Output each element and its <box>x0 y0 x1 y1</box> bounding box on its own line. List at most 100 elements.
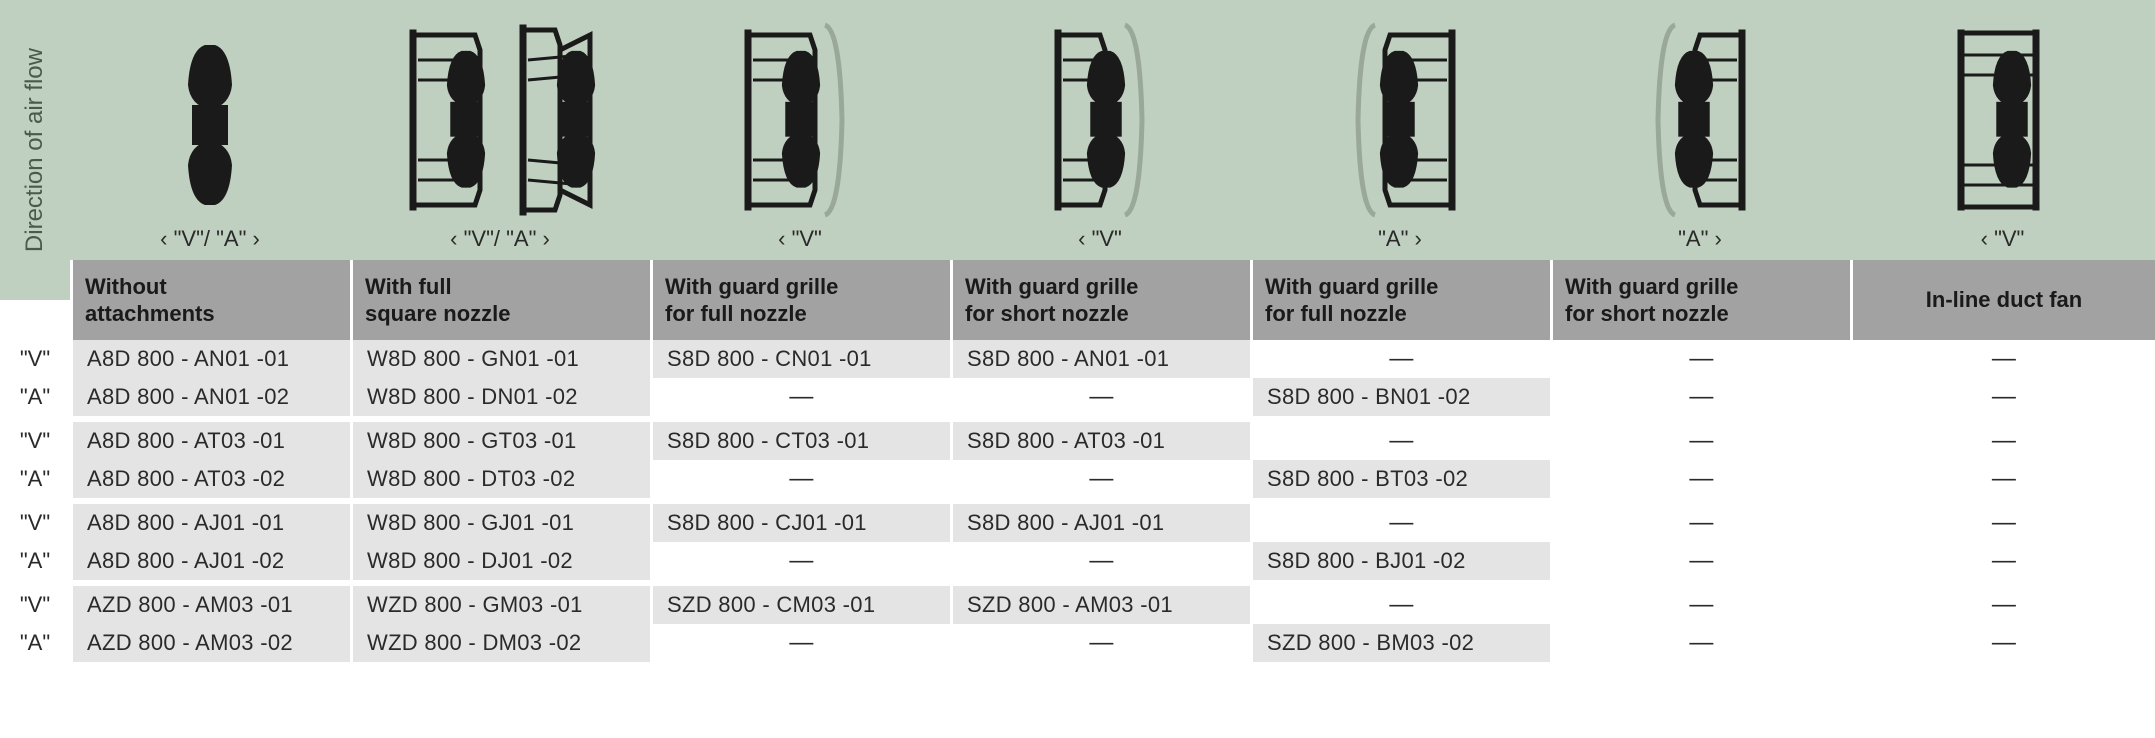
empty-dash: — <box>1389 427 1413 455</box>
data-cell: W8D 800 - GT03 -01 <box>350 422 650 460</box>
data-cell: W8D 800 - DN01 -02 <box>350 378 650 416</box>
empty-dash: — <box>1689 547 1713 575</box>
header-line2: for short nozzle <box>965 300 1238 328</box>
header-line2: square nozzle <box>365 300 638 328</box>
data-cell: SZD 800 - CM03 -01 <box>650 586 950 624</box>
row-label: "V" <box>0 422 70 460</box>
data-cell: — <box>1850 340 2155 378</box>
data-cell: A8D 800 - AJ01 -01 <box>70 504 350 542</box>
empty-dash: — <box>1089 465 1113 493</box>
data-cell: — <box>1550 542 1850 580</box>
table-row: "A"A8D 800 - AT03 -02W8D 800 - DT03 -02—… <box>0 460 2155 498</box>
headers-row: Without attachments With full square noz… <box>70 260 2155 340</box>
data-cell: — <box>1550 504 1850 542</box>
empty-dash: — <box>1992 465 2016 493</box>
data-cell: — <box>950 542 1250 580</box>
header-guard-short-v: With guard grille for short nozzle <box>950 260 1250 340</box>
empty-dash: — <box>1992 591 2016 619</box>
table-row: "V"A8D 800 - AJ01 -01W8D 800 - GJ01 -01S… <box>0 504 2155 542</box>
direction-indicator: ‹ "V" <box>778 226 822 252</box>
fan-bare-icon <box>150 20 270 220</box>
empty-dash: — <box>1689 345 1713 373</box>
main-content: ‹ "V"/ "A" › <box>70 0 2155 340</box>
data-cell: — <box>1850 422 2155 460</box>
header-line2: attachments <box>85 300 338 328</box>
data-cell: SZD 800 - BM03 -02 <box>1250 624 1550 662</box>
table-row: "A"AZD 800 - AM03 -02WZD 800 - DM03 -02—… <box>0 624 2155 662</box>
data-cell: W8D 800 - GJ01 -01 <box>350 504 650 542</box>
row-label: "V" <box>0 586 70 624</box>
data-cell: A8D 800 - AJ01 -02 <box>70 542 350 580</box>
icon-col-guard-short-a: "A" › <box>1550 20 1850 252</box>
fan-full-nozzle-icon <box>390 20 610 220</box>
data-cell: — <box>1550 624 1850 662</box>
empty-dash: — <box>1689 465 1713 493</box>
row-label: "V" <box>0 340 70 378</box>
fan-guard-short-v-icon <box>1030 20 1170 220</box>
data-cell: — <box>1250 422 1550 460</box>
empty-dash: — <box>1689 509 1713 537</box>
data-cell: S8D 800 - BN01 -02 <box>1250 378 1550 416</box>
icon-col-guard-full-a: "A" › <box>1250 20 1550 252</box>
direction-indicator: "A" › <box>1678 226 1722 252</box>
data-cell: — <box>950 378 1250 416</box>
direction-indicator: "A" › <box>1378 226 1422 252</box>
row-label: "A" <box>0 460 70 498</box>
data-cell: WZD 800 - DM03 -02 <box>350 624 650 662</box>
data-cell: W8D 800 - DJ01 -02 <box>350 542 650 580</box>
row-label: "V" <box>0 504 70 542</box>
fan-spec-table: Direction of air flow ‹ "V"/ "A" › <box>0 0 2155 340</box>
data-cell: — <box>650 460 950 498</box>
header-guard-short-a: With guard grille for short nozzle <box>1550 260 1850 340</box>
header-line2: for full nozzle <box>665 300 938 328</box>
empty-dash: — <box>1992 427 2016 455</box>
direction-indicator: ‹ "V" <box>1078 226 1122 252</box>
header-line1: With guard grille <box>1565 273 1838 301</box>
empty-dash: — <box>1389 591 1413 619</box>
empty-dash: — <box>789 629 813 657</box>
icon-col-full-square-nozzle: ‹ "V"/ "A" › <box>350 20 650 252</box>
header-full-square-nozzle: With full square nozzle <box>350 260 650 340</box>
row-label: "A" <box>0 378 70 416</box>
empty-dash: — <box>1992 509 2016 537</box>
data-cell: — <box>950 460 1250 498</box>
fan-guard-full-a-icon <box>1330 20 1470 220</box>
empty-dash: — <box>1089 383 1113 411</box>
data-cell: — <box>650 542 950 580</box>
fan-guard-full-v-icon <box>730 20 870 220</box>
header-inline-duct: In-line duct fan <box>1850 260 2155 340</box>
table-row: "A"A8D 800 - AJ01 -02W8D 800 - DJ01 -02 —… <box>0 542 2155 580</box>
header-line1: In-line duct fan <box>1926 286 2082 314</box>
data-cell: — <box>1550 378 1850 416</box>
icons-row: ‹ "V"/ "A" › <box>70 0 2155 260</box>
empty-dash: — <box>1689 383 1713 411</box>
header-guard-full-a: With guard grille for full nozzle <box>1250 260 1550 340</box>
empty-dash: — <box>1089 547 1113 575</box>
data-cell: S8D 800 - CJ01 -01 <box>650 504 950 542</box>
table-row: "V"A8D 800 - AN01 -01W8D 800 - GN01 -01S… <box>0 340 2155 378</box>
data-cell: — <box>950 624 1250 662</box>
fan-inline-duct-icon <box>1933 20 2073 220</box>
header-line1: With full <box>365 273 638 301</box>
direction-indicator: ‹ "V" <box>1981 226 2025 252</box>
direction-indicator: ‹ "V"/ "A" › <box>450 226 550 252</box>
data-cell: — <box>1550 422 1850 460</box>
airflow-text: Direction of air flow <box>21 48 49 252</box>
empty-dash: — <box>1992 345 2016 373</box>
data-cell: AZD 800 - AM03 -01 <box>70 586 350 624</box>
direction-indicator: ‹ "V"/ "A" › <box>160 226 260 252</box>
data-cell: S8D 800 - CT03 -01 <box>650 422 950 460</box>
header-guard-full-v: With guard grille for full nozzle <box>650 260 950 340</box>
data-cell: WZD 800 - GM03 -01 <box>350 586 650 624</box>
data-cell: — <box>1850 378 2155 416</box>
table-row: "V"AZD 800 - AM03 -01WZD 800 - GM03 -01S… <box>0 586 2155 624</box>
empty-dash: — <box>1089 629 1113 657</box>
data-cell: — <box>1850 586 2155 624</box>
data-cell: — <box>1850 624 2155 662</box>
data-cell: — <box>1550 340 1850 378</box>
empty-dash: — <box>789 547 813 575</box>
icon-col-guard-short-v: ‹ "V" <box>950 20 1250 252</box>
row-label: "A" <box>0 542 70 580</box>
data-cell: — <box>1250 504 1550 542</box>
data-cell: — <box>1250 340 1550 378</box>
